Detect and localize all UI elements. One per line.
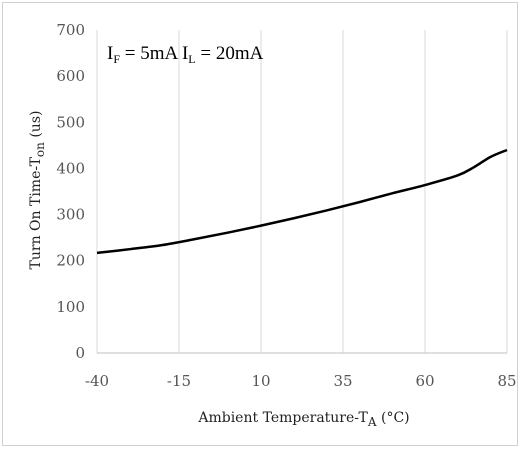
x-tick-label--15: -15 bbox=[167, 372, 191, 390]
conditions-annotation: IF = 5mA IL = 20mA bbox=[107, 43, 264, 66]
x-axis-title: Ambient Temperature-TA (°C) bbox=[197, 410, 409, 429]
y-tick-label-700: 700 bbox=[56, 21, 85, 39]
y-tick-label-500: 500 bbox=[56, 113, 85, 131]
x-tick-label-60: 60 bbox=[415, 372, 434, 390]
x-tick-label--40: -40 bbox=[85, 372, 109, 390]
chart-frame bbox=[2, 2, 518, 446]
y-tick-label-100: 100 bbox=[56, 298, 85, 316]
y-tick-label-0: 0 bbox=[75, 344, 85, 362]
x-tick-label-35: 35 bbox=[333, 372, 352, 390]
y-tick-label-200: 200 bbox=[56, 252, 85, 270]
grid-lines bbox=[96, 30, 508, 353]
x-tick-labels: -40 -15 10 35 60 85 bbox=[85, 372, 517, 390]
y-tick-label-300: 300 bbox=[56, 206, 85, 224]
y-tick-labels: 0 100 200 300 400 500 600 700 bbox=[56, 21, 85, 362]
x-tick-label-10: 10 bbox=[251, 372, 270, 390]
x-tick-label-85: 85 bbox=[497, 372, 516, 390]
y-tick-label-400: 400 bbox=[56, 159, 85, 177]
y-tick-label-600: 600 bbox=[56, 67, 85, 85]
y-axis-title: Turn On Time-Ton (us) bbox=[28, 111, 47, 270]
series-line-turn-on-time bbox=[96, 148, 508, 255]
